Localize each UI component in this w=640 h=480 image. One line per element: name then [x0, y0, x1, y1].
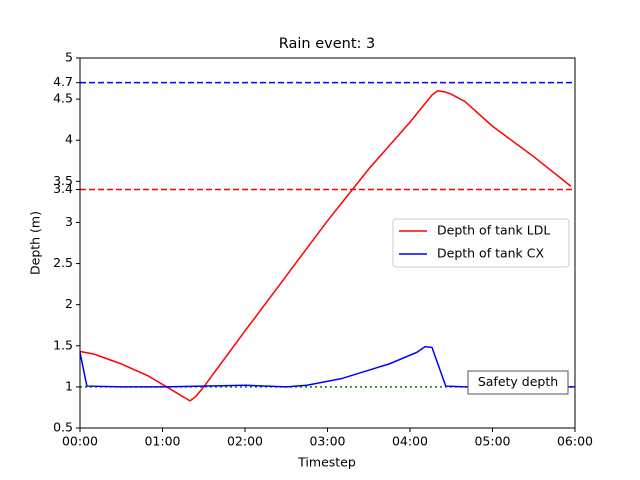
- y-tick-label: 2: [65, 296, 73, 311]
- data-line: [79, 90, 572, 402]
- y-axis-label: Depth (m): [28, 211, 43, 275]
- x-axis-label: Timestep: [297, 455, 356, 470]
- x-tick-label: 01:00: [144, 434, 180, 449]
- y-tick-label: 5: [65, 50, 73, 65]
- x-tick-label: 00:00: [62, 434, 98, 449]
- legend-label: Depth of tank LDL: [437, 223, 550, 238]
- x-tick-label: 03:00: [309, 434, 345, 449]
- legend-box: [392, 218, 570, 268]
- plot-frame: [79, 57, 576, 429]
- annotation-box: [467, 370, 569, 395]
- y-tick-label: 0.5: [53, 420, 73, 435]
- y-tick-label: 4.5: [53, 91, 73, 106]
- x-tick-label: 02:00: [227, 434, 263, 449]
- y-tick-label: 1: [65, 378, 73, 393]
- y-tick-label: 2.5: [53, 255, 73, 270]
- y-tick-label: 1.5: [53, 337, 73, 352]
- data-line: [79, 345, 575, 388]
- chart-title: Rain event: 3: [279, 36, 376, 52]
- x-tick-label: 04:00: [392, 434, 428, 449]
- y-tick-label: 3.4: [53, 181, 73, 196]
- annotation: Safety depth: [478, 374, 558, 389]
- x-tick-label: 06:00: [557, 434, 593, 449]
- y-tick-label: 3.5: [53, 173, 73, 188]
- y-tick-label: 4.7: [53, 74, 73, 89]
- x-tick-label: 05:00: [474, 434, 510, 449]
- legend-label: Depth of tank CX: [437, 246, 544, 261]
- y-tick-label: 3: [65, 214, 73, 229]
- y-tick-label: 4: [65, 132, 73, 147]
